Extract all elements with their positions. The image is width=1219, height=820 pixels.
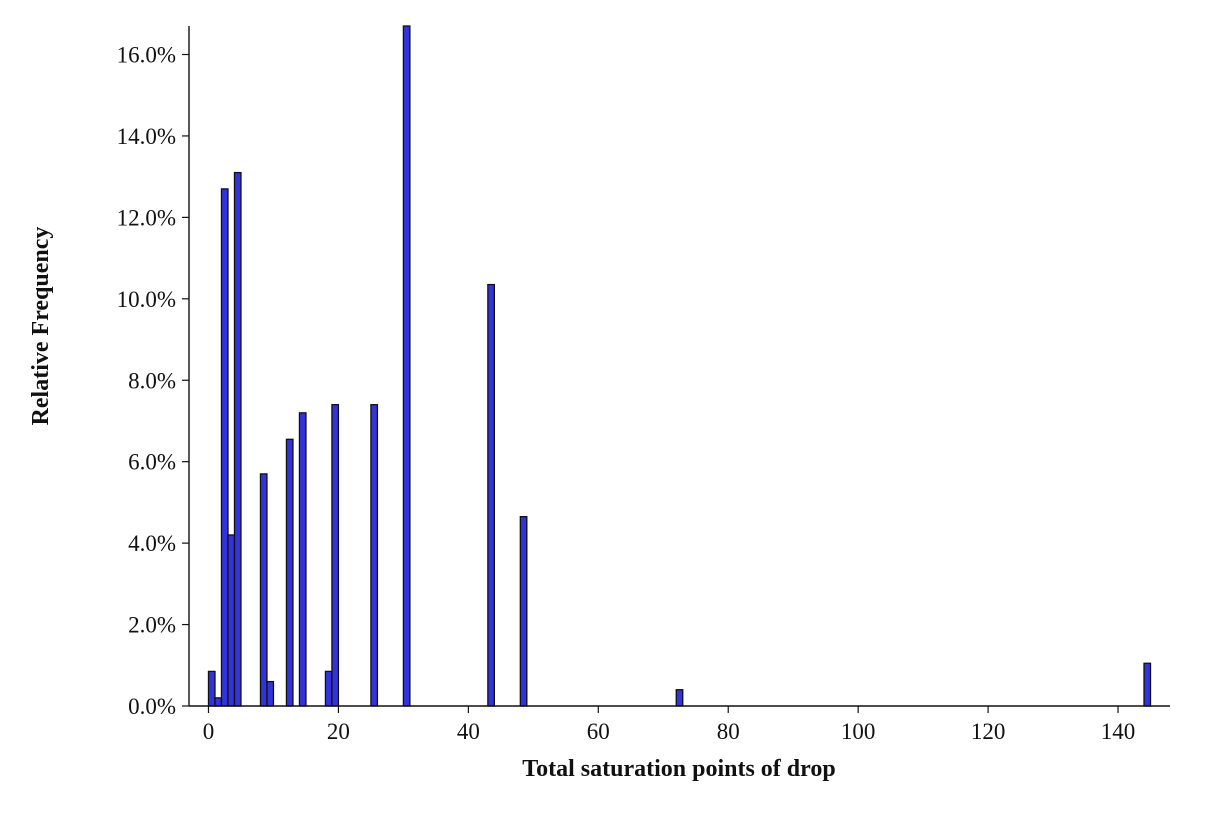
histogram-bar — [214, 697, 223, 707]
x-tick-label: 100 — [841, 719, 876, 744]
bars-layer — [207, 25, 1152, 707]
x-tick-label: 40 — [457, 719, 480, 744]
histogram-bar — [402, 25, 411, 707]
x-tick-label: 140 — [1101, 719, 1136, 744]
y-tick-label: 12.0% — [117, 205, 176, 230]
histogram-bar — [324, 670, 333, 707]
y-tick-label: 8.0% — [128, 368, 176, 393]
y-tick-label: 16.0% — [117, 43, 176, 68]
histogram-bar — [207, 670, 216, 707]
histogram-bar — [370, 404, 379, 707]
y-tick-label: 10.0% — [117, 287, 176, 312]
histogram-bar — [331, 404, 340, 707]
histogram-bar — [519, 516, 528, 707]
histogram-bar — [266, 680, 275, 707]
x-ticks-layer: 0 20 40 60 80 100 120 140 — [203, 706, 1136, 744]
y-axis-title: Relative Frequency — [28, 227, 54, 426]
x-axis-title: Total saturation points of drop — [522, 756, 835, 782]
y-tick-label: 6.0% — [128, 450, 176, 475]
histogram-bar — [220, 188, 229, 707]
x-tick-label: 120 — [971, 719, 1006, 744]
histogram-bar — [298, 412, 307, 707]
y-tick-label: 2.0% — [128, 613, 176, 638]
histogram-bar — [227, 534, 236, 707]
x-tick-label: 0 — [203, 719, 215, 744]
histogram-bar — [285, 438, 294, 707]
histogram-bar — [487, 283, 495, 707]
y-tick-label: 0.0% — [128, 694, 176, 719]
x-tick-label: 60 — [587, 719, 610, 744]
y-tick-label: 14.0% — [117, 124, 176, 149]
histogram-bar — [233, 171, 242, 707]
axes-layer — [188, 26, 1170, 707]
histogram-bar — [259, 473, 268, 707]
histogram-bar — [1143, 662, 1152, 707]
x-tick-label: 80 — [717, 719, 740, 744]
y-ticks-layer: 0.0% 2.0% 4.0% 6.0% 8.0% 10.0% 12.0% 14.0% 16.0% — [117, 43, 189, 719]
x-tick-label: 20 — [327, 719, 350, 744]
histogram-bar — [675, 689, 684, 707]
y-tick-label: 4.0% — [128, 531, 176, 556]
